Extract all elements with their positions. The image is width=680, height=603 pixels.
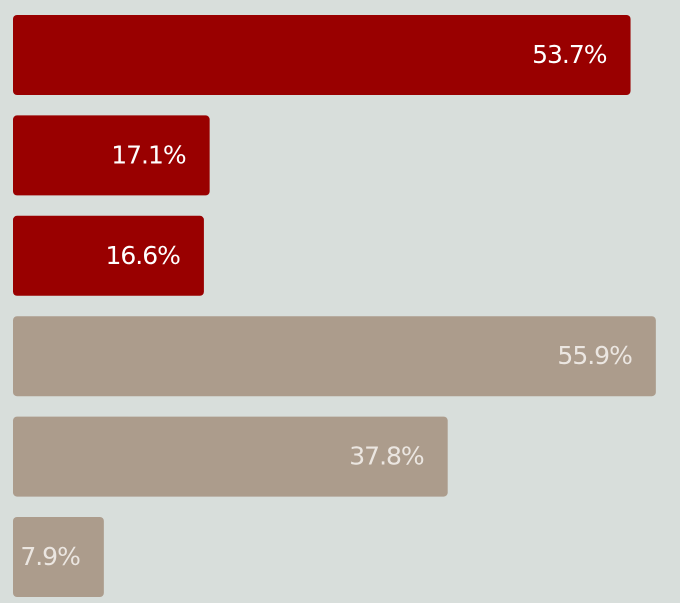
bar (13, 215, 204, 296)
value-label: 7.9% (20, 542, 80, 571)
value-label: 37.8% (349, 442, 424, 471)
value-label: 55.9% (557, 341, 632, 370)
value-label: 16.6% (105, 241, 180, 270)
value-label: 53.7% (532, 40, 607, 69)
bar (13, 316, 656, 397)
bar (13, 416, 448, 497)
bar (13, 115, 210, 196)
bar (13, 15, 631, 95)
value-label: 17.1% (111, 140, 186, 169)
bar (13, 517, 104, 597)
